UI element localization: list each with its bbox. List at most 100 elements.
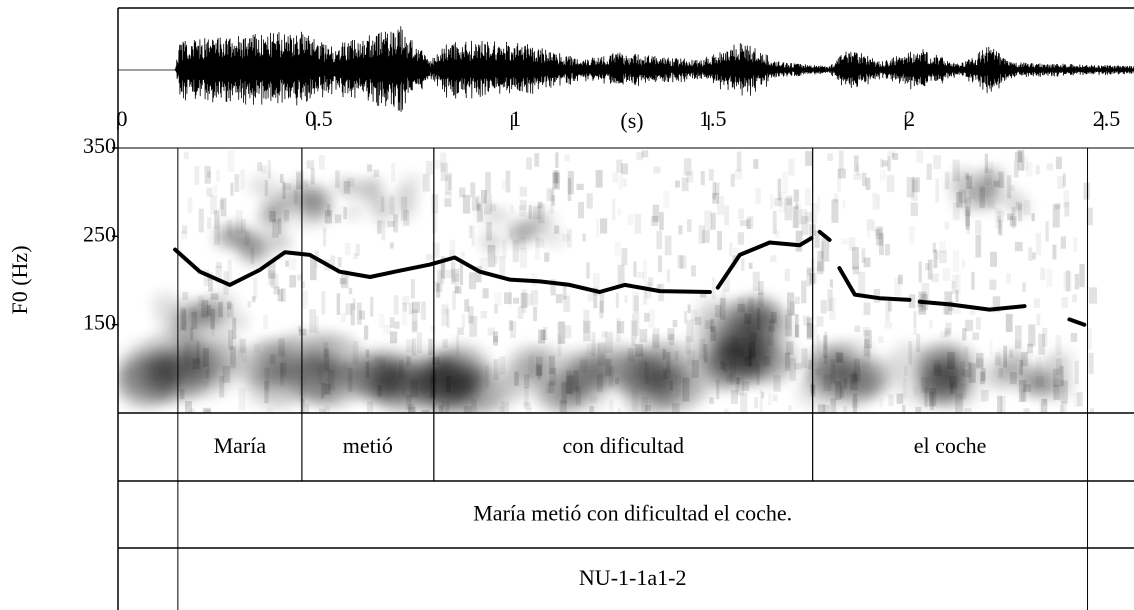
spectrogram-texture — [431, 194, 439, 214]
spectrogram-texture — [861, 172, 867, 187]
spectrogram-texture — [716, 196, 725, 216]
spectrogram-texture — [527, 293, 533, 306]
spectrogram-texture — [210, 194, 217, 215]
spectrogram-texture — [1083, 182, 1090, 200]
spectrogram-texture — [879, 398, 882, 407]
spectrogram-texture — [219, 199, 224, 210]
spectrogram-texture — [933, 249, 938, 269]
spectrogram-texture — [273, 286, 280, 295]
spectrogram-texture — [617, 264, 625, 285]
spectrogram-texture — [337, 257, 342, 268]
spectrogram-texture — [583, 310, 590, 334]
spectrogram-texture — [393, 295, 399, 315]
spectrogram-texture — [772, 210, 777, 235]
spectrogram-texture — [724, 205, 730, 226]
spectrogram-energy — [621, 375, 674, 413]
spectrogram-texture — [564, 325, 572, 339]
spectrogram-texture — [942, 268, 950, 281]
spectrogram-texture — [852, 266, 860, 275]
spectrogram-texture — [297, 274, 303, 281]
spectrogram-texture — [381, 220, 386, 241]
spectrogram-texture — [668, 333, 675, 346]
spectrogram-texture — [794, 314, 799, 337]
spectrogram-texture — [508, 320, 514, 331]
spectrogram-texture — [816, 316, 824, 327]
spectrogram-texture — [643, 260, 647, 282]
spectrogram-texture — [1009, 216, 1017, 227]
spectrogram-texture — [281, 288, 286, 302]
spectrogram-texture — [998, 220, 1003, 236]
spectrogram-texture — [686, 319, 694, 343]
spectrogram-texture — [1026, 162, 1033, 177]
spectrogram-texture — [1086, 207, 1093, 226]
spectrogram-texture — [214, 210, 220, 230]
spectrogram-energy — [343, 203, 364, 220]
spectrogram-texture — [599, 291, 605, 313]
spectrogram-texture — [1014, 151, 1023, 163]
spectrogram-texture — [996, 210, 1004, 222]
spectrogram — [118, 150, 1097, 413]
spectrogram-texture — [494, 304, 498, 314]
spectrogram-texture — [874, 228, 880, 236]
spectrogram-texture — [436, 283, 441, 298]
spectrogram-texture — [928, 319, 933, 329]
spectrogram-texture — [551, 195, 556, 206]
spectrogram-texture — [557, 334, 562, 357]
spectrogram-texture — [772, 394, 778, 402]
spectrogram-texture — [657, 255, 663, 273]
spectrogram-texture — [412, 320, 418, 331]
spectrogram-texture — [247, 301, 251, 308]
spectrogram-texture — [939, 241, 946, 253]
spectrogram-texture — [1007, 213, 1014, 221]
spectrogram-texture — [552, 172, 561, 190]
spectrogram-texture — [263, 314, 269, 330]
spectrogram-texture — [1033, 298, 1040, 309]
spectrogram-texture — [723, 276, 730, 292]
spectrogram-texture — [267, 160, 272, 179]
interval-label: María metió con dificultad el coche. — [473, 501, 792, 526]
spectrogram-texture — [806, 317, 813, 340]
spectrogram-texture — [1011, 206, 1016, 229]
spectrogram-texture — [543, 326, 548, 341]
spectrogram-texture — [936, 251, 940, 260]
spectrogram-texture — [239, 338, 246, 353]
spectrogram-texture — [677, 255, 684, 269]
spectrogram-texture — [709, 397, 714, 404]
spectrogram-texture — [402, 295, 409, 305]
spectrogram-texture — [352, 298, 356, 311]
spectrogram-texture — [425, 160, 433, 175]
spectrogram-texture — [872, 192, 878, 210]
spectrogram-texture — [609, 399, 613, 413]
spectrogram-texture — [443, 309, 448, 315]
spectrogram-texture — [1046, 269, 1052, 287]
spectrogram-texture — [816, 334, 820, 355]
spectrogram-texture — [519, 247, 528, 269]
spectrogram-texture — [712, 192, 720, 204]
spectrogram-texture — [484, 194, 492, 215]
spectrogram-texture — [387, 221, 395, 228]
spectrogram-texture — [1035, 165, 1040, 175]
spectrogram-texture — [653, 166, 661, 174]
spectrogram-texture — [965, 206, 970, 230]
spectrogram-texture — [884, 321, 893, 329]
spectrogram-energy — [155, 349, 216, 398]
spectrogram-texture — [422, 173, 430, 192]
spectrogram-texture — [795, 202, 799, 209]
spectrogram-texture — [564, 154, 570, 162]
spectrogram-texture — [599, 300, 604, 319]
spectrogram-texture — [810, 203, 818, 224]
spectrogram-texture — [1014, 241, 1023, 252]
spectrogram-texture — [586, 262, 590, 279]
spectrogram-texture — [393, 214, 399, 233]
spectrogram-texture — [838, 150, 844, 170]
spectrogram-energy — [208, 291, 237, 314]
spectrogram-energy — [536, 211, 557, 228]
spectrogram-texture — [1023, 408, 1030, 413]
spectrogram-texture — [678, 225, 683, 235]
spectrogram-texture — [601, 331, 608, 338]
spectrogram-texture — [804, 188, 812, 206]
spectrogram-texture — [740, 392, 748, 413]
spectrogram-texture — [297, 325, 302, 332]
spectrogram-energy — [151, 292, 180, 315]
spectrogram-texture — [1045, 221, 1049, 242]
